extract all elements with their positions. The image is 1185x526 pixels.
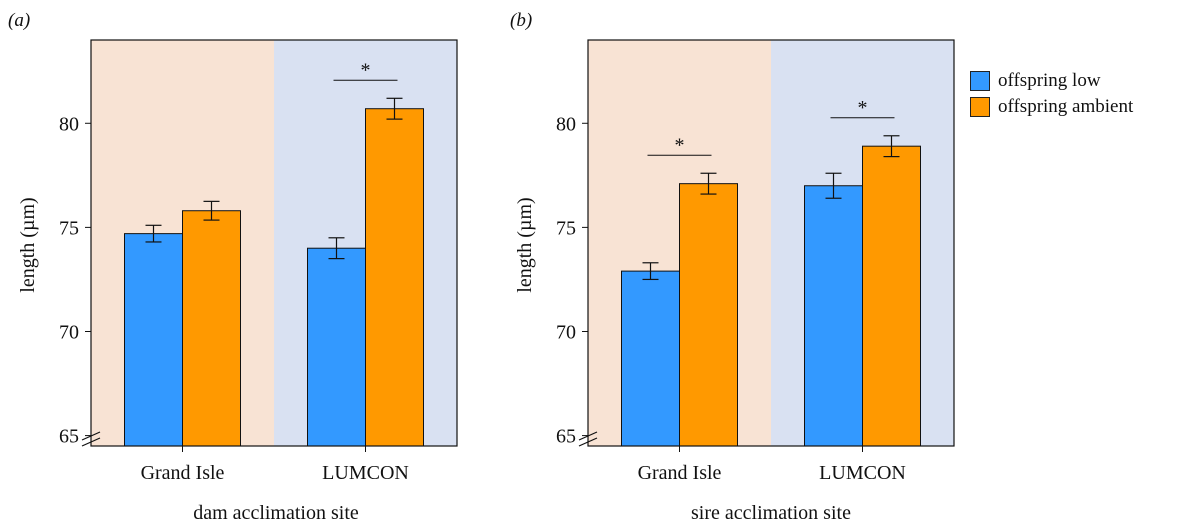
x-tick-label-0: Grand Isle [141,462,225,484]
axis-break-line-2 [81,437,101,447]
bar-ambient-0 [182,210,241,447]
panel-a: Grand Isle * LUMCON 65 70 75 80 (a) length (µm… [8,10,458,524]
y-tick-label-3: 80 [556,113,576,135]
bar-ambient-1 [365,108,424,447]
x-axis-label: dam acclimation site [193,502,359,524]
y-axis-label: length (µm) [514,197,536,292]
x-tick-label-0: Grand Isle [638,462,722,484]
y-tick-label-0: 65 [556,426,576,448]
significance-marker-1: * [361,59,371,81]
y-tick-label-2: 75 [556,217,576,239]
bar-low-0 [621,270,680,447]
y-tick-label-1: 70 [59,321,79,343]
legend-label-ambient: offspring ambient [998,96,1134,117]
significance-marker-1: * [858,97,868,119]
plot-frame [90,39,458,447]
axis-break-line-1 [81,431,101,441]
axis-break-line-2 [578,437,598,447]
legend: offspring low offspring ambient [970,68,1133,120]
y-tick-label-3: 80 [59,113,79,135]
bar-low-1 [307,247,366,447]
bar-low-0 [124,233,183,447]
x-axis-label: sire acclimation site [691,502,851,524]
y-tick-label-0: 65 [59,426,79,448]
panel-b: * Grand Isle * LUMCON 65 70 75 80 (b) length (µ… [510,10,955,524]
legend-item-low: offspring low [970,68,1133,94]
x-tick-label-1: LUMCON [322,462,409,484]
panel-label: (b) [510,10,532,31]
plot-frame [587,39,955,447]
axis-break-line-1 [578,431,598,441]
legend-item-ambient: offspring ambient [970,94,1133,120]
y-tick-label-2: 75 [59,217,79,239]
y-tick-label-1: 70 [556,321,576,343]
significance-marker-0: * [675,134,685,156]
panel-label: (a) [8,10,30,31]
legend-swatch-ambient [970,97,990,117]
legend-swatch-low [970,71,990,91]
x-tick-label-1: LUMCON [819,462,906,484]
bar-low-1 [804,185,863,447]
legend-label-low: offspring low [998,70,1101,91]
y-axis-label: length (µm) [17,197,39,292]
bar-ambient-1 [862,145,921,447]
bar-ambient-0 [679,183,738,447]
